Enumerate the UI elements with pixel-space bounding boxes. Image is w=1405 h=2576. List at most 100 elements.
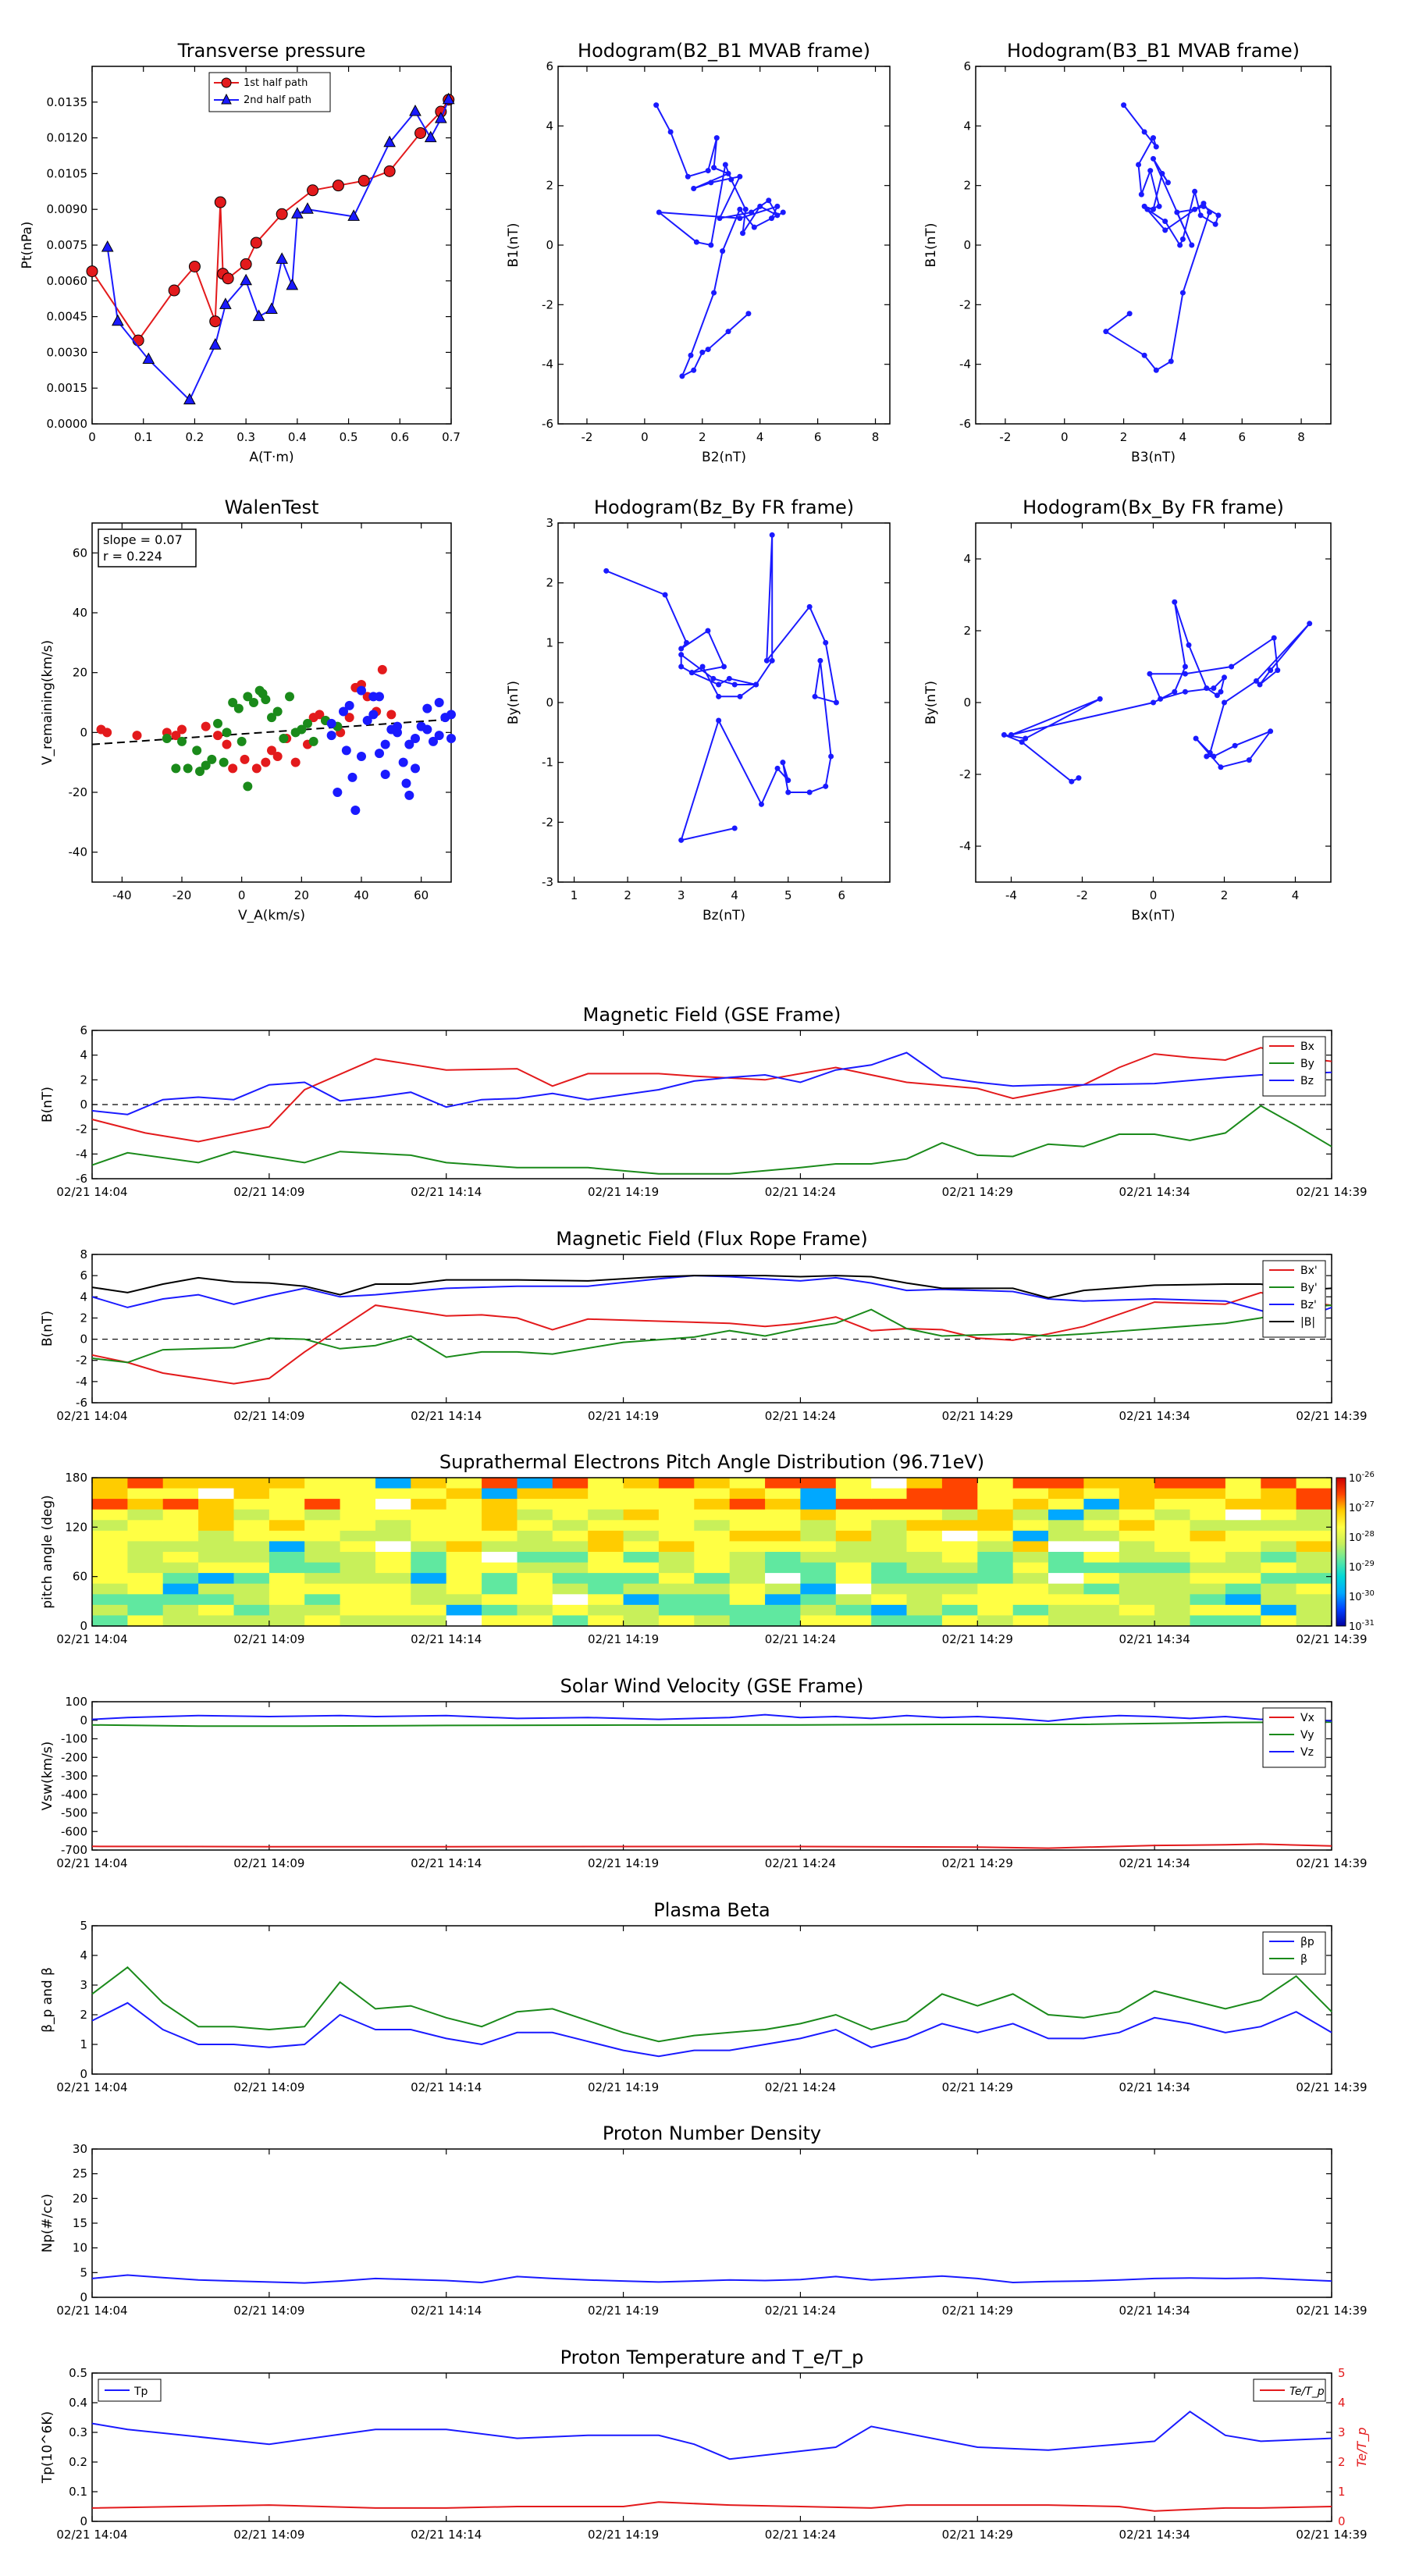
hodo2-point	[1162, 218, 1168, 224]
pad-ytick-label: 180	[65, 1471, 87, 1485]
tp-point	[132, 334, 144, 347]
hodo4-point	[1211, 753, 1217, 760]
bfr-xtick-label: 02/21 14:09	[233, 1409, 304, 1423]
vsw-ylabel: Vsw(km/s)	[40, 1742, 55, 1811]
pad-cell	[588, 1562, 624, 1574]
pad-cell	[1154, 1615, 1191, 1627]
pad-cell	[340, 1488, 376, 1500]
bfr-legend-label: By'	[1300, 1282, 1318, 1294]
pad-cell	[198, 1583, 235, 1595]
pad-cell	[1048, 1552, 1084, 1564]
pad-colorbar-label: 10-28	[1349, 1530, 1375, 1544]
pad-cell	[941, 1541, 978, 1553]
pad-cell	[1154, 1541, 1191, 1553]
pad-cell	[127, 1604, 164, 1617]
hodo2-point	[1141, 352, 1147, 358]
bfr-xtick-label: 02/21 14:14	[411, 1409, 482, 1423]
hodo1-xtick-label: -2	[581, 430, 592, 444]
tp-point	[265, 302, 278, 314]
pad-cell	[588, 1604, 624, 1617]
bfr-frame	[91, 1254, 1332, 1404]
pad-cell	[1225, 1541, 1261, 1553]
tp-point	[208, 338, 222, 350]
tp-legend-marker	[221, 93, 232, 105]
pad-cell	[446, 1520, 482, 1532]
walen-point	[267, 745, 276, 756]
beta-xtick-label: 02/21 14:24	[765, 2080, 836, 2094]
pad-cell	[92, 1573, 128, 1585]
pad-cell	[552, 1562, 589, 1574]
hodo1-point	[691, 185, 697, 191]
pad-cell	[552, 1604, 589, 1617]
walen-point	[350, 806, 361, 815]
hodo4-ytick-label: 4	[963, 552, 971, 566]
pad-cell	[1261, 1594, 1297, 1606]
pad-cell	[835, 1604, 872, 1617]
beta-chart: Plasma Beta 02/21 14:04 02/21 14:09 02/21 1…	[40, 1899, 1368, 2094]
pad-cell	[482, 1573, 518, 1585]
pad-cell	[92, 1604, 128, 1617]
pad-cell	[694, 1573, 731, 1585]
hodo3-xtick-label: 3	[678, 888, 685, 902]
pad-cell	[765, 1583, 802, 1595]
pad-cell	[411, 1530, 447, 1542]
pad-cell	[1154, 1530, 1191, 1542]
hodo3-xlabel: Bz(nT)	[702, 908, 745, 923]
np-ytick-label: 5	[80, 2265, 87, 2279]
pad-cell	[233, 1583, 270, 1595]
bfr-ytick-label: -6	[76, 1396, 87, 1410]
vsw-ytick-label: -200	[61, 1750, 87, 1764]
pad-cell	[304, 1499, 341, 1510]
pad-cell	[517, 1541, 553, 1553]
pad-cell	[127, 1541, 164, 1553]
temp-xtick-label: 02/21 14:34	[1119, 2528, 1190, 2542]
pad-cell	[588, 1541, 624, 1553]
tp-point	[442, 92, 455, 105]
walen-point	[411, 763, 420, 774]
vsw-xtick-label: 02/21 14:09	[233, 1856, 304, 1870]
hodo1-point	[667, 129, 674, 135]
pad-cell	[198, 1530, 235, 1542]
pad-cell	[482, 1530, 518, 1542]
pad-cell	[1119, 1583, 1155, 1595]
hodo1-point	[737, 215, 743, 222]
hodo1-point	[745, 311, 752, 317]
vsw-xtick-label: 02/21 14:14	[411, 1856, 482, 1870]
pad-xtick-label: 02/21 14:19	[588, 1632, 659, 1646]
bfr-title: Magnetic Field (Flux Rope Frame)	[556, 1228, 867, 1250]
beta-legend-label: βp	[1300, 1936, 1314, 1948]
pad-cell	[162, 1541, 199, 1553]
pad-cell	[233, 1488, 270, 1500]
pad-cell	[1048, 1604, 1084, 1617]
np-chart: Proton Number Density 02/21 14:04 02/21 14…	[40, 2122, 1368, 2318]
pad-cell	[482, 1509, 518, 1521]
pad-cell	[517, 1552, 553, 1564]
pad-cell	[1083, 1594, 1120, 1606]
pad-cell	[552, 1509, 589, 1521]
hodo2-point	[1147, 168, 1154, 174]
hodo2-point	[1174, 209, 1180, 215]
tp-xtick-label: 0	[88, 430, 96, 444]
hodo2-point	[1151, 155, 1156, 162]
pad-cell	[977, 1573, 1014, 1585]
pad-cell	[1261, 1488, 1297, 1500]
hodo1-point	[766, 197, 772, 204]
pad-cell	[977, 1562, 1014, 1574]
pad-cell	[198, 1488, 235, 1500]
hodo4-series-hodogram-line	[1004, 601, 1311, 783]
walen-point	[368, 710, 379, 720]
beta-xtick-label: 02/21 14:29	[942, 2080, 1013, 2094]
walen-point	[357, 752, 366, 761]
pad-cell	[941, 1499, 978, 1510]
pad-cell	[304, 1615, 341, 1627]
walen-point	[132, 731, 142, 741]
pad-cell	[1012, 1530, 1049, 1542]
vsw-xtick-label: 02/21 14:29	[942, 1856, 1013, 1870]
pad-cell	[835, 1520, 872, 1532]
hodo3-point	[716, 717, 722, 724]
pad-cell	[375, 1615, 411, 1627]
pad-cell	[1261, 1520, 1297, 1532]
pad-cell	[482, 1604, 518, 1617]
np-xtick-label: 02/21 14:19	[588, 2304, 659, 2318]
hodo1-xlabel: B2(nT)	[702, 450, 746, 465]
